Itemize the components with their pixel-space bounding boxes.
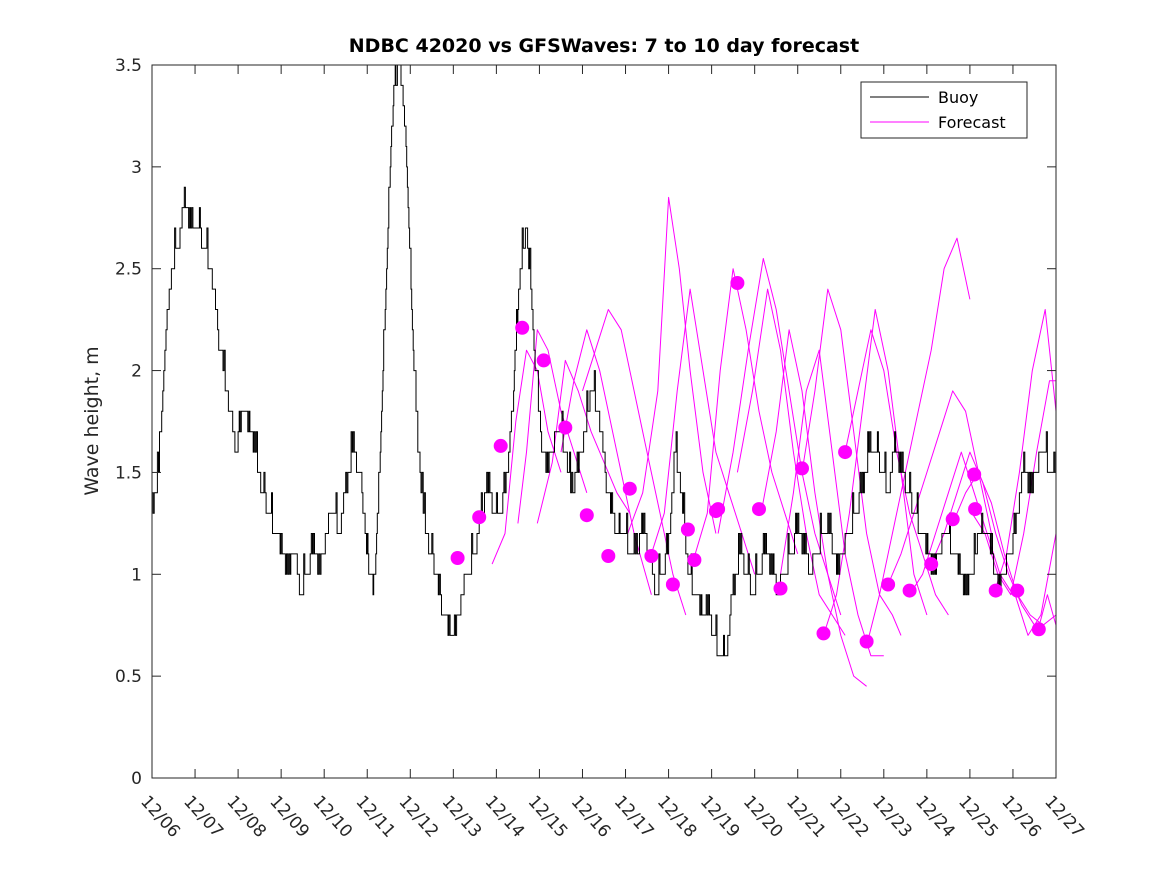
forecast-marker xyxy=(945,512,960,527)
y-tick-label: 2.5 xyxy=(115,260,142,280)
forecast-marker xyxy=(902,583,917,598)
y-tick-label: 2 xyxy=(131,362,142,382)
forecast-marker xyxy=(1031,622,1046,637)
forecast-marker xyxy=(644,549,659,563)
forecast-line xyxy=(717,258,842,616)
forecast-marker xyxy=(472,510,487,525)
forecast-line xyxy=(887,390,992,585)
legend-buoy-label: Buoy xyxy=(938,88,978,107)
forecast-marker xyxy=(1010,583,1025,598)
buoy-series xyxy=(152,64,1056,657)
forecast-marker xyxy=(773,581,788,596)
forecast-line xyxy=(691,268,799,565)
forecast-marker xyxy=(687,553,702,567)
y-tick-label: 1.5 xyxy=(115,463,142,483)
forecast-marker xyxy=(816,626,831,641)
forecast-line xyxy=(823,309,928,636)
y-tick-label: 1 xyxy=(131,565,142,585)
legend-box xyxy=(860,81,1028,139)
chart-title: NDBC 42020 vs GFSWaves: 7 to 10 day fore… xyxy=(349,35,859,57)
plot-area xyxy=(152,65,1056,778)
y-axis-label: Wave height, m xyxy=(81,346,103,495)
y-axis: 0 0.5 1 1.5 2 2.5 3 3.5 xyxy=(115,56,1056,789)
forecast-line xyxy=(736,288,846,636)
forecast-marker xyxy=(680,522,695,537)
forecast-marker xyxy=(665,577,680,592)
forecast-marker xyxy=(515,320,530,335)
forecast-marker xyxy=(752,502,766,517)
forecast-line xyxy=(627,196,717,534)
forecast-marker xyxy=(622,481,637,496)
forecast-marker xyxy=(536,353,551,368)
y-tick-label: 0 xyxy=(131,769,142,789)
legend: Buoy Forecast xyxy=(860,81,1028,139)
forecast-marker xyxy=(493,438,508,453)
forecast-line xyxy=(866,237,971,646)
plot-frame xyxy=(151,64,1057,779)
buoy-line-path xyxy=(152,64,1056,657)
forecast-line xyxy=(517,329,588,524)
forecast-marker xyxy=(859,634,874,649)
forecast-marker xyxy=(968,502,983,517)
forecast-marker xyxy=(579,508,594,523)
forecast-line xyxy=(491,349,562,565)
forecast-line xyxy=(952,471,1057,626)
forecast-marker xyxy=(795,461,809,476)
forecast-marker xyxy=(730,276,745,290)
forecast-markers xyxy=(450,276,1046,649)
forecast-line xyxy=(971,380,1056,596)
forecast-marker xyxy=(558,420,573,435)
forecast-marker xyxy=(924,557,939,572)
forecast-marker xyxy=(601,549,616,563)
y-tick-label: 3 xyxy=(131,158,142,178)
forecast-marker xyxy=(881,577,896,592)
forecast-line xyxy=(760,329,867,687)
y-tick-label: 3.5 xyxy=(115,56,142,76)
forecast-line xyxy=(1036,594,1057,636)
forecast-marker xyxy=(838,445,853,460)
forecast-marker xyxy=(988,583,1003,598)
forecast-line xyxy=(650,288,756,575)
forecast-marker xyxy=(711,502,726,517)
forecast-marker xyxy=(967,467,982,482)
forecast-line xyxy=(801,288,902,636)
y-tick-label: 0.5 xyxy=(115,667,142,687)
forecast-marker xyxy=(450,551,465,565)
legend-forecast-label: Forecast xyxy=(938,113,1006,132)
forecast-line xyxy=(993,309,1057,595)
